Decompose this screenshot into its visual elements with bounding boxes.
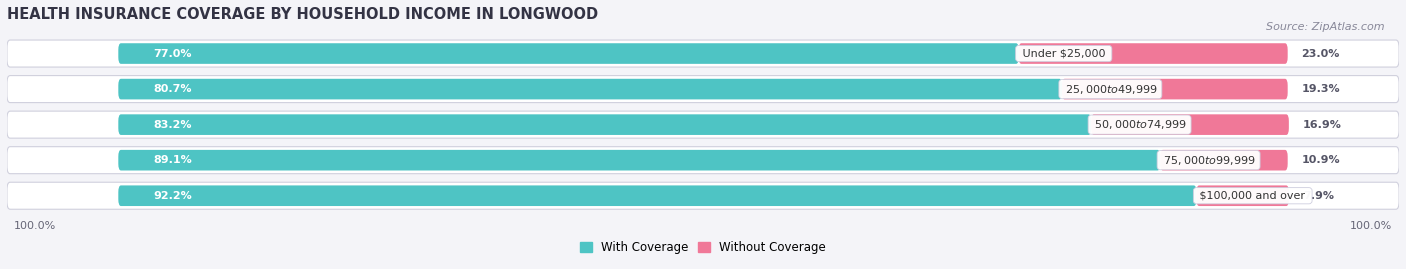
Text: 19.3%: 19.3% [1302,84,1340,94]
FancyBboxPatch shape [118,43,1019,64]
FancyBboxPatch shape [7,40,1399,67]
FancyBboxPatch shape [7,111,1399,138]
FancyBboxPatch shape [1019,43,1288,64]
FancyBboxPatch shape [118,79,1062,100]
FancyBboxPatch shape [7,76,1399,102]
Text: 16.9%: 16.9% [1303,120,1341,130]
Text: $25,000 to $49,999: $25,000 to $49,999 [1062,83,1159,95]
Text: $75,000 to $99,999: $75,000 to $99,999 [1160,154,1257,167]
FancyBboxPatch shape [7,182,1399,209]
FancyBboxPatch shape [1062,79,1288,100]
Text: 92.2%: 92.2% [153,191,191,201]
FancyBboxPatch shape [118,114,1091,135]
FancyBboxPatch shape [1091,114,1289,135]
Text: $50,000 to $74,999: $50,000 to $74,999 [1091,118,1188,131]
Text: 80.7%: 80.7% [153,84,191,94]
Text: 83.2%: 83.2% [153,120,191,130]
FancyBboxPatch shape [1160,150,1288,171]
FancyBboxPatch shape [118,150,1160,171]
Text: 7.9%: 7.9% [1303,191,1334,201]
Legend: With Coverage, Without Coverage: With Coverage, Without Coverage [575,237,831,259]
FancyBboxPatch shape [118,185,1197,206]
Text: HEALTH INSURANCE COVERAGE BY HOUSEHOLD INCOME IN LONGWOOD: HEALTH INSURANCE COVERAGE BY HOUSEHOLD I… [7,7,598,22]
Text: Under $25,000: Under $25,000 [1019,48,1109,59]
FancyBboxPatch shape [1197,185,1289,206]
Text: 77.0%: 77.0% [153,48,191,59]
Text: Source: ZipAtlas.com: Source: ZipAtlas.com [1267,22,1385,31]
Text: 100.0%: 100.0% [1350,221,1392,231]
FancyBboxPatch shape [7,147,1399,174]
Text: 10.9%: 10.9% [1302,155,1340,165]
Text: $100,000 and over: $100,000 and over [1197,191,1309,201]
Text: 23.0%: 23.0% [1302,48,1340,59]
Text: 100.0%: 100.0% [14,221,56,231]
Text: 89.1%: 89.1% [153,155,191,165]
